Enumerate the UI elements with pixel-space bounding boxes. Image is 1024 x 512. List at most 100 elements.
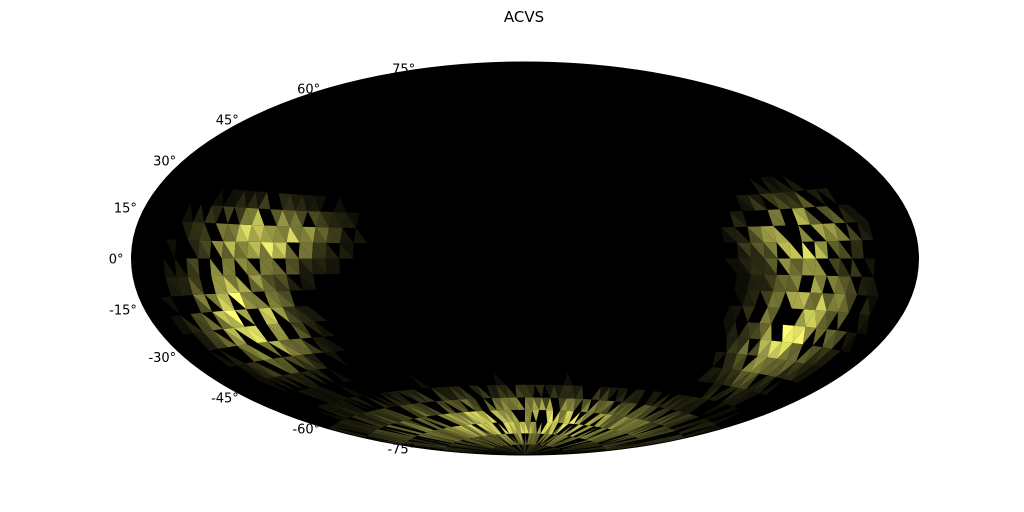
density-cell — [840, 333, 858, 353]
density-cell — [404, 390, 428, 403]
density-cell — [516, 397, 525, 410]
density-cell — [791, 292, 804, 310]
density-cell — [664, 395, 687, 410]
density-cell — [549, 436, 573, 447]
density-cell — [553, 384, 564, 398]
density-cell — [767, 360, 787, 378]
density-cell — [491, 398, 504, 411]
density-cell — [563, 443, 601, 451]
density-cell — [747, 226, 764, 243]
density-cell — [550, 384, 559, 398]
density-cell — [264, 225, 277, 243]
density-cell — [759, 323, 772, 340]
density-cell — [290, 323, 312, 339]
density-cell — [202, 331, 228, 349]
density-cell — [810, 275, 823, 294]
density-cell — [328, 403, 362, 416]
density-cell — [664, 415, 695, 428]
density-cell — [525, 452, 566, 455]
density-cell — [282, 356, 309, 371]
density-cell — [260, 225, 274, 243]
density-cell — [282, 194, 295, 211]
density-cell — [737, 337, 750, 354]
density-cell — [606, 402, 623, 415]
density-cell — [791, 365, 814, 383]
density-cell — [502, 422, 514, 434]
latitude-tick-labels: 75° 60° 45° 30° 15° 0° -15° -30° -45° -60° -75° — [109, 63, 415, 458]
density-cell — [192, 333, 219, 351]
density-cell — [760, 225, 777, 243]
density-cell — [782, 324, 795, 342]
density-cell — [201, 312, 224, 331]
density-cell — [838, 276, 851, 295]
density-cell — [563, 411, 574, 424]
density-cell — [371, 394, 399, 407]
density-cell — [187, 222, 200, 241]
density-cell — [462, 439, 494, 449]
density-cell — [567, 398, 576, 412]
density-cell — [548, 436, 570, 447]
density-cell — [508, 422, 518, 434]
density-cell — [660, 412, 689, 425]
density-cell — [624, 404, 645, 418]
density-cell — [420, 434, 456, 444]
density-cell — [273, 225, 287, 243]
density-cell — [496, 410, 509, 423]
density-cell — [525, 448, 559, 455]
density-cell — [508, 421, 518, 434]
density-cell — [548, 422, 558, 435]
density-cell — [503, 445, 525, 455]
y-tick-label: -60° — [292, 423, 320, 438]
density-cell — [602, 415, 625, 428]
density-cell — [606, 443, 646, 451]
density-cell — [211, 275, 228, 294]
density-cell — [664, 413, 695, 427]
y-tick-label: -75° — [387, 442, 415, 457]
density-cell — [672, 418, 704, 431]
density-cell — [273, 274, 290, 291]
density-cell — [493, 371, 506, 385]
density-cell — [565, 448, 606, 454]
density-cell — [705, 367, 723, 383]
density-cell — [410, 375, 431, 389]
density-cell — [307, 211, 321, 228]
density-cell — [165, 239, 177, 259]
density-cell — [566, 398, 576, 411]
density-cell — [466, 424, 488, 436]
density-cell — [449, 443, 488, 451]
density-cell — [481, 423, 499, 435]
density-cell — [604, 441, 643, 449]
density-cell — [186, 258, 200, 277]
density-cell — [500, 446, 525, 455]
density-cell — [276, 290, 295, 307]
density-cell — [223, 327, 248, 345]
density-cell — [314, 321, 336, 337]
density-cell — [575, 427, 599, 438]
density-cell — [635, 426, 669, 438]
density-cell — [490, 435, 509, 446]
density-cell — [223, 223, 236, 242]
density-cell — [481, 423, 499, 435]
density-cell — [683, 399, 709, 414]
density-cell — [236, 365, 267, 381]
density-cell — [644, 391, 663, 405]
density-cell — [600, 400, 615, 414]
density-cell — [494, 447, 525, 455]
density-cell — [435, 400, 457, 413]
density-cell — [572, 385, 583, 399]
density-cell — [607, 417, 631, 430]
density-cell — [282, 373, 312, 388]
density-cell — [789, 258, 802, 276]
density-cell — [476, 411, 492, 424]
density-cell — [346, 418, 382, 430]
density-cell — [466, 425, 488, 436]
density-cell — [465, 439, 496, 448]
density-cell — [237, 345, 264, 362]
density-cell — [737, 258, 751, 275]
density-cell — [803, 258, 816, 276]
density-cell — [246, 191, 259, 209]
density-cell — [767, 209, 786, 226]
density-cell — [525, 397, 534, 410]
density-cell — [828, 258, 841, 277]
density-cell — [295, 210, 308, 227]
